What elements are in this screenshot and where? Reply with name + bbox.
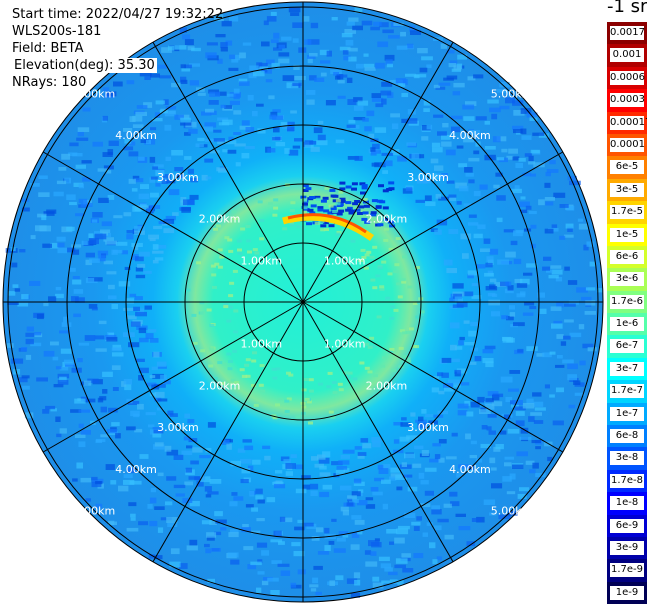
azimuth-spokes: [3, 2, 603, 602]
colorbar-tick-label: 0.001: [610, 48, 644, 63]
range-label: 2.00km: [199, 213, 241, 226]
range-label: 5.00km: [74, 87, 116, 100]
colorbar-swatch: 1.7e-7: [607, 380, 647, 403]
range-label: 1.00km: [324, 338, 366, 351]
range-label: 3.00km: [407, 171, 449, 184]
colorbar-tick-label: 0.0017: [610, 26, 645, 40]
colorbar-tick-label: 0.0001: [610, 137, 645, 152]
colorbar-swatch: 0.0001: [607, 133, 647, 157]
range-label: 2.00km: [366, 213, 408, 226]
colorbar-swatch: 1e-5: [607, 223, 647, 246]
range-label: 3.00km: [157, 171, 199, 184]
colorbar-swatch: 3e-5: [607, 178, 647, 202]
range-label: 3.00km: [407, 421, 449, 434]
colorbar-swatch: 3e-9: [607, 536, 647, 560]
instrument-text: WLS200s-181: [12, 24, 102, 39]
range-label: 2.00km: [366, 379, 408, 392]
scan-texture: [5, 7, 604, 598]
colorbar-swatch: 3e-8: [607, 447, 647, 470]
colorbar-tick-label: 3e-8: [610, 451, 644, 466]
colorbar-tick-label: 3e-6: [610, 272, 644, 287]
range-label: 1.00km: [324, 254, 366, 267]
colorbar-swatch: 1e-6: [607, 313, 647, 336]
colorbar-swatch: 1.7e-8: [607, 469, 647, 493]
range-label: 4.00km: [449, 129, 491, 142]
colorbar-tick-label: 1.7e-6: [610, 294, 644, 309]
colorbar-tick-label: 3e-5: [610, 182, 644, 197]
colorbar-tick-label: 1e-8: [610, 496, 644, 511]
colorbar-swatch: 1e-9: [607, 581, 647, 605]
colorbar-swatch: 6e-9: [607, 514, 647, 537]
colorbar-tick-label: 3e-7: [610, 361, 644, 376]
range-label: 4.00km: [449, 463, 491, 476]
colorbar-swatch: 0.0003: [607, 89, 647, 112]
colorbar-swatch: 6e-7: [607, 335, 647, 358]
colorbar-tick-label: 1.7e-9: [610, 563, 644, 578]
colorbar-tick-label: 6e-9: [610, 518, 644, 533]
colorbar-tick-label: 1e-7: [610, 406, 644, 421]
colorbar-swatch: 1.7e-9: [607, 559, 647, 582]
range-label: 5.00km: [491, 505, 533, 518]
colorbar-tick-label: 6e-6: [610, 249, 644, 264]
scan-info-panel: Start time: 2022/04/27 19:32:22 WLS200s-…: [12, 6, 223, 91]
colorbar-swatch: 0.00017: [607, 111, 647, 134]
colorbar-swatch: 0.0017: [607, 22, 647, 45]
colorbar-tick-label: 1.7e-8: [610, 473, 644, 488]
colorbar-swatch: 3e-7: [607, 357, 647, 381]
colorbar-swatch: 6e-5: [607, 156, 647, 179]
range-label: 5.00km: [491, 87, 533, 100]
field-text: Field: BETA: [12, 41, 84, 56]
colorbar-tick-label: 6e-7: [610, 339, 644, 354]
range-label: 4.00km: [115, 463, 157, 476]
nrays-text: NRays: 180: [12, 75, 87, 90]
azimuth-line: [302, 301, 564, 453]
range-label: 3.00km: [157, 421, 199, 434]
azimuth-line: [42, 151, 304, 303]
ppi-scan-plot: 1.00km 1.00km 1.00km 1.00km 2.00km 2.00km 2.00…: [2, 1, 604, 603]
range-label: 5.00km: [74, 505, 116, 518]
colorbar-swatch: 0.0006: [607, 66, 647, 90]
elevation-text: Elevation(deg): 35.30: [12, 58, 157, 73]
azimuth-line: [42, 301, 304, 453]
colorbar-tick-label: 1e-9: [610, 585, 644, 600]
colorbar-tick-label: 0.00017: [610, 115, 647, 130]
colorbar-tick-label: 1.7e-7: [610, 384, 644, 399]
colorbar-tick-label: 1e-6: [610, 317, 644, 332]
azimuth-line: [152, 301, 304, 563]
range-label: 1.00km: [241, 254, 283, 267]
range-labels: 1.00km 1.00km 1.00km 1.00km 2.00km 2.00km 2.00…: [74, 87, 533, 517]
colorbar-swatch: 0.001: [607, 44, 647, 67]
colorbar-tick-label: 1e-5: [610, 227, 644, 242]
colorbar-tick-label: 6e-5: [610, 160, 644, 175]
range-label: 4.00km: [115, 129, 157, 142]
colorbar-tick-label: 0.0006: [610, 70, 645, 85]
colorbar-swatch: 1.7e-6: [607, 290, 647, 314]
start-time-text: Start time: 2022/04/27 19:32:22: [12, 7, 224, 22]
colorbar-swatch: 1e-8: [607, 492, 647, 515]
colorbar-tick-label: 3e-9: [610, 540, 644, 555]
range-label: 2.00km: [199, 379, 241, 392]
azimuth-line: [152, 41, 304, 303]
aerosol-layer-arc: [282, 213, 375, 241]
colorbar-unit-label: -1 sr: [607, 0, 647, 17]
colorbar-swatch: 1.7e-5: [607, 201, 647, 224]
colorbar-swatch: 6e-8: [607, 425, 647, 448]
colorbar-tick-label: 1.7e-5: [610, 205, 644, 220]
azimuth-line: [302, 151, 564, 303]
colorbar-swatch: 6e-6: [607, 245, 647, 269]
colorbar-swatch: 1e-7: [607, 402, 647, 426]
colorbar-swatch: 3e-6: [607, 268, 647, 291]
azimuth-line: [302, 41, 454, 303]
colorbar-tick-label: 6e-8: [610, 429, 644, 444]
range-label: 1.00km: [241, 338, 283, 351]
colorbar-legend: 0.0017 0.001 0.0006 0.0003 0.00017 0.0001 6e-5…: [607, 22, 647, 605]
colorbar-tick-label: 0.0003: [610, 93, 645, 108]
azimuth-line: [302, 301, 454, 563]
